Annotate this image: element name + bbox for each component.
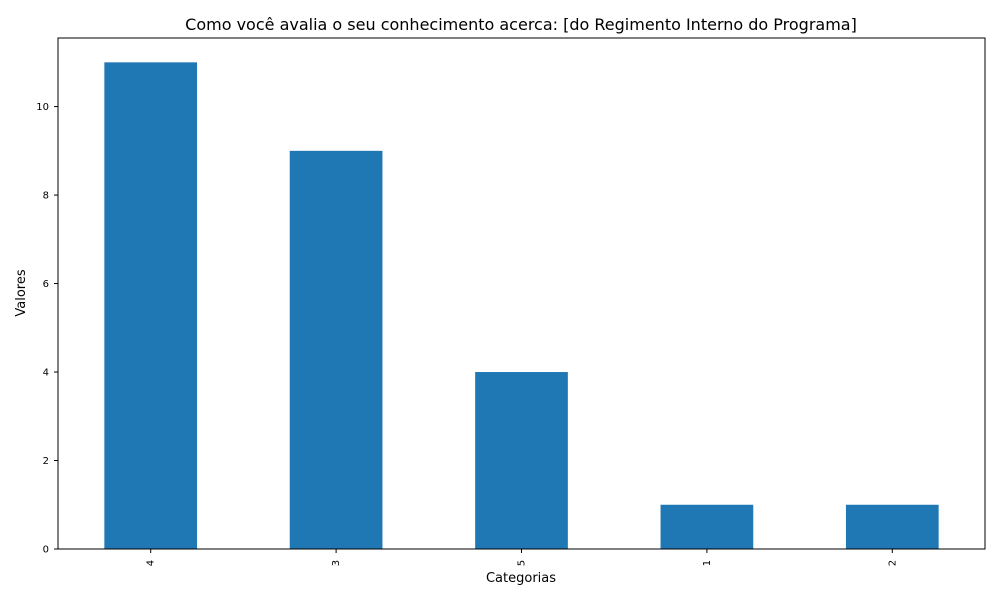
y-tick-label-8: 8 — [43, 191, 49, 202]
x-tick-label-1: 1 — [702, 560, 713, 566]
x-tick-label-3: 3 — [331, 560, 342, 566]
x-tick-label-2: 2 — [887, 560, 898, 566]
bar-1 — [660, 504, 754, 549]
chart-title: Como você avalia o seu conhecimento acer… — [185, 15, 857, 34]
y-tick-label-0: 0 — [43, 545, 49, 556]
x-tick-label-5: 5 — [517, 560, 528, 566]
bar-3 — [289, 150, 383, 549]
y-tick-label-6: 6 — [43, 279, 49, 290]
x-axis-ticks: 4 3 5 1 2 — [146, 549, 898, 566]
bar-5 — [475, 372, 568, 549]
bar-2 — [845, 504, 939, 549]
y-axis-title: Valores — [14, 269, 29, 316]
bar-4 — [104, 62, 198, 549]
bars-group — [104, 62, 939, 549]
x-axis-title: Categorias — [486, 571, 556, 586]
y-tick-label-2: 2 — [43, 456, 49, 467]
y-tick-label-4: 4 — [43, 368, 49, 379]
y-tick-label-10: 10 — [36, 102, 49, 113]
x-tick-label-4: 4 — [146, 560, 157, 566]
y-axis-ticks: 0 2 4 6 8 10 — [36, 102, 58, 556]
plot-frame — [57, 37, 986, 550]
